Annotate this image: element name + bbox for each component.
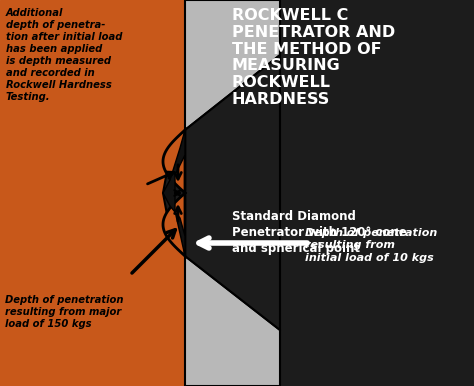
Text: Depth of penetration
resulting from major
load of 150 kgs: Depth of penetration resulting from majo… [5,295,124,329]
Text: Standard Diamond
Penetrator with 120° cone
and spherical point: Standard Diamond Penetrator with 120° co… [232,210,407,255]
Bar [185,0,474,386]
Bar [0,0,185,386]
Polygon shape [185,0,280,130]
Polygon shape [163,55,280,330]
Text: ROCKWELL C
PENETRATOR AND
THE METHOD OF
MEASURING
ROCKWELL
HARDNESS: ROCKWELL C PENETRATOR AND THE METHOD OF … [232,8,395,107]
Polygon shape [185,256,280,386]
Text: Depth of penetration
resulting from
initial load of 10 kgs: Depth of penetration resulting from init… [305,228,437,263]
Polygon shape [163,130,185,256]
Polygon shape [163,130,185,256]
Text: Additional
depth of penetra-
tion after initial load
has been applied
is depth m: Additional depth of penetra- tion after … [6,8,122,102]
